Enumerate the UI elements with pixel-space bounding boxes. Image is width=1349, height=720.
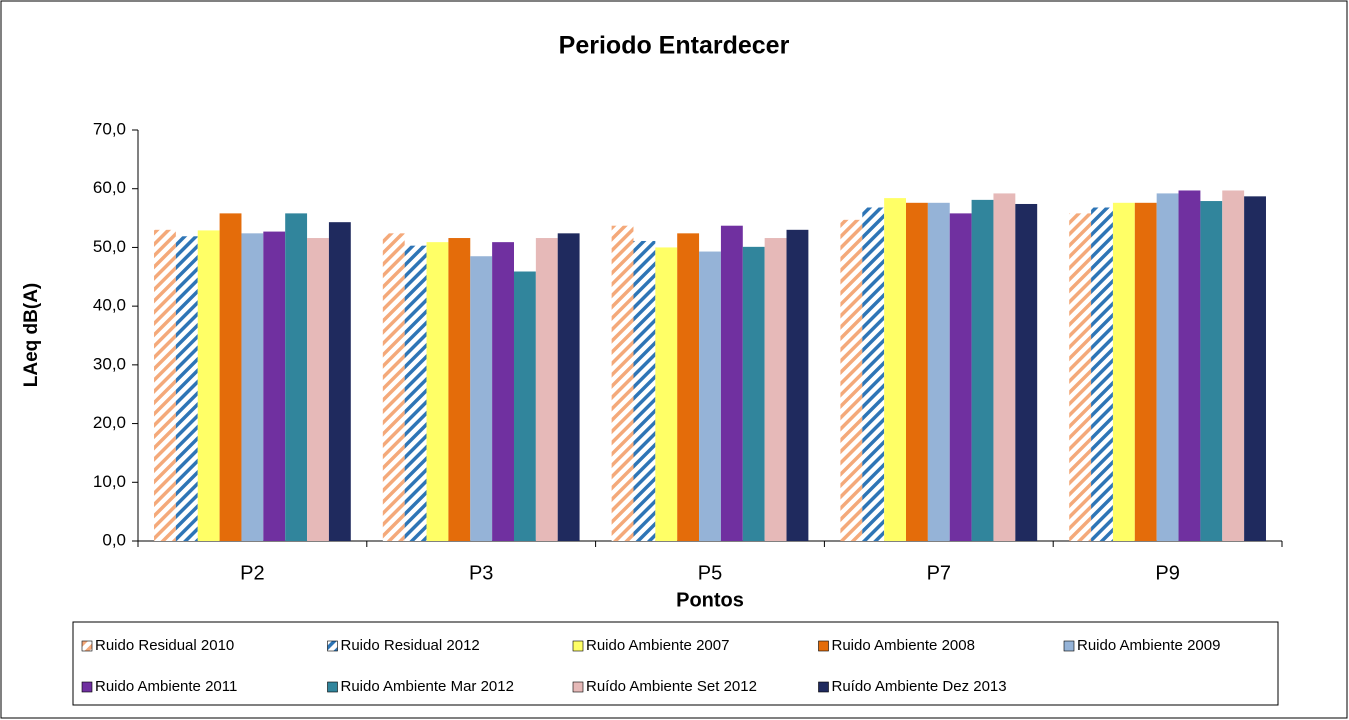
bar <box>677 233 700 541</box>
bar <box>1244 196 1266 541</box>
y-tick-label: 60,0 <box>93 178 126 197</box>
legend-swatch <box>818 640 829 652</box>
y-tick-label: 0,0 <box>102 530 126 549</box>
legend-swatch <box>572 640 584 652</box>
y-tick-label: 50,0 <box>93 237 126 256</box>
bar <box>1134 202 1157 541</box>
x-tick-label: P7 <box>927 562 951 584</box>
bar <box>720 225 743 541</box>
bar <box>557 233 580 541</box>
bar <box>971 199 994 541</box>
legend-swatch <box>327 640 338 652</box>
x-axis-label: Pontos <box>676 589 744 611</box>
bar <box>263 231 286 541</box>
bar <box>1091 207 1113 541</box>
legend-swatch <box>1063 640 1075 652</box>
bar <box>993 193 1016 541</box>
legend-label: Ruido Ambiente Mar 2012 <box>341 678 514 695</box>
bar <box>611 225 634 541</box>
bar <box>786 229 809 542</box>
bar <box>655 247 678 541</box>
chart-title: Periodo Entardecer <box>559 32 790 60</box>
legend-swatch <box>81 681 93 693</box>
bar <box>448 238 471 541</box>
x-tick-label: P2 <box>240 562 264 584</box>
bar <box>175 236 198 541</box>
bar <box>699 251 721 541</box>
legend-label: Ruido Residual 2012 <box>341 637 480 654</box>
bar <box>862 207 885 541</box>
legend-swatch <box>572 681 584 693</box>
legend-label: Ruido Ambiente 2011 <box>95 678 237 695</box>
bar <box>307 238 329 541</box>
legend-swatch <box>818 681 829 693</box>
legend-swatch <box>327 681 338 693</box>
bar <box>1112 202 1135 541</box>
x-tick-label: P5 <box>698 562 722 584</box>
legend-label: Ruido Residual 2010 <box>95 637 234 654</box>
bar <box>1156 193 1179 541</box>
x-tick-label: P9 <box>1155 562 1179 584</box>
bar <box>470 256 493 541</box>
bar <box>1222 190 1245 541</box>
bar <box>492 242 514 541</box>
legend-label: Ruído Ambiente Dez 2013 <box>832 678 1007 695</box>
bar <box>764 238 787 541</box>
legend-swatch <box>81 640 93 652</box>
bar <box>219 213 242 542</box>
bar <box>1178 190 1201 541</box>
legend-label: Ruido Ambiente 2007 <box>586 637 729 654</box>
y-tick-label: 30,0 <box>93 354 126 373</box>
x-tick-label: P3 <box>469 562 493 584</box>
bar <box>1069 213 1092 542</box>
bar <box>840 219 863 541</box>
legend-label: Ruido Ambiente 2009 <box>1077 637 1220 654</box>
y-tick-label: 10,0 <box>93 472 126 491</box>
y-axis-label: LAeq dB(A) <box>21 283 42 387</box>
bar <box>426 242 449 541</box>
bar <box>884 198 907 541</box>
bar <box>285 213 308 542</box>
bar <box>1015 203 1038 542</box>
bar <box>927 202 950 541</box>
y-tick-label: 20,0 <box>93 413 126 432</box>
legend-label: Ruido Ambiente 2008 <box>832 637 975 654</box>
bar <box>1200 201 1223 541</box>
bar <box>154 229 176 542</box>
y-tick-label: 70,0 <box>93 119 126 138</box>
bar <box>241 233 264 541</box>
bar <box>633 240 656 541</box>
bar <box>328 222 351 541</box>
bar <box>906 202 928 541</box>
bar <box>742 246 765 541</box>
bar <box>404 245 427 541</box>
bar <box>535 238 558 541</box>
bar <box>197 230 220 541</box>
y-tick-label: 40,0 <box>93 296 126 315</box>
bar <box>382 233 405 541</box>
legend-label: Ruído Ambiente Set 2012 <box>586 678 757 695</box>
legend-box <box>72 621 1279 706</box>
bar <box>949 213 972 542</box>
bar <box>513 271 536 541</box>
